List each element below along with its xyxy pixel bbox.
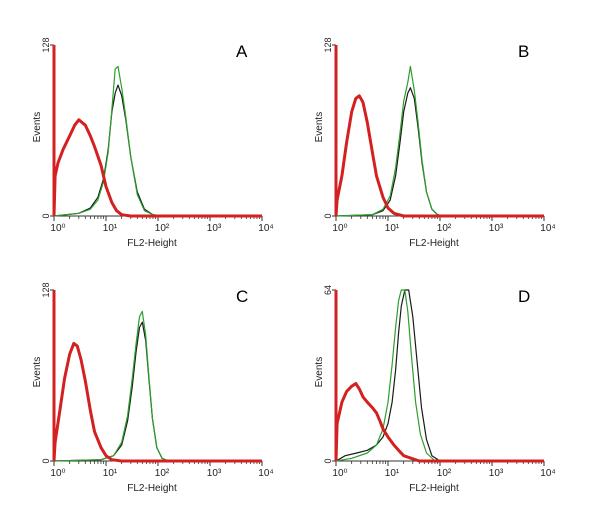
x-tick-label: 10³ (207, 468, 222, 479)
x-tick-label: 10⁰ (332, 468, 347, 479)
x-tick-label: 10¹ (385, 468, 400, 479)
x-tick-label: 10⁴ (258, 468, 273, 479)
histogram-series-1 (53, 84, 262, 217)
x-tick-label: 10⁴ (540, 468, 555, 479)
y-axis-title: Events (32, 357, 43, 388)
x-tick-label: 10² (155, 468, 170, 479)
histogram-series-1 (335, 289, 544, 462)
panel-label: A (236, 42, 248, 61)
y-tick-label: 64 (323, 285, 333, 295)
x-axis-title: FL2-Height (127, 238, 177, 249)
histogram-series-0 (52, 341, 262, 463)
histogram-series-0 (334, 94, 544, 218)
x-tick-label: 10⁴ (540, 223, 555, 234)
y-tick-label: 0 (323, 213, 333, 218)
y-tick-label: 0 (41, 213, 51, 218)
x-tick-label: 10³ (207, 223, 222, 234)
histogram-panel-c: 10⁰ 10¹ 10² 10³ 10⁴ 0 128 FL2-Height Events C (32, 282, 274, 494)
y-tick-label: 0 (41, 458, 51, 463)
x-axis-title: FL2-Height (409, 483, 459, 494)
histogram-panel-a: 10⁰ 10¹ 10² 10³ 10⁴ 0 128 FL2-Height Events A (32, 37, 274, 249)
y-tick-label: 128 (41, 282, 51, 297)
histogram-series-2 (335, 289, 544, 462)
y-tick-label: 0 (323, 458, 333, 463)
panel-label: B (518, 42, 529, 61)
histogram-series-0 (52, 118, 262, 218)
x-tick-label: 10¹ (385, 223, 400, 234)
x-tick-label: 10² (437, 468, 452, 479)
histogram-series-0 (334, 382, 544, 463)
x-tick-label: 10³ (489, 223, 504, 234)
x-tick-label: 10² (155, 223, 170, 234)
y-axis-title: Events (314, 112, 325, 143)
histogram-series-2 (335, 65, 544, 217)
histogram-panel-d: 10⁰ 10¹ 10² 10³ 10⁴ 0 64 FL2-Height Events D (314, 285, 556, 494)
panel-label: D (518, 287, 530, 306)
histogram-series-2 (53, 65, 262, 217)
y-axis-title: Events (314, 357, 325, 388)
panel-label: C (236, 287, 248, 306)
histogram-series-2 (53, 310, 262, 462)
y-axis-title: Events (32, 112, 43, 143)
x-tick-label: 10⁰ (332, 223, 347, 234)
x-tick-label: 10³ (489, 468, 504, 479)
x-tick-label: 10⁰ (50, 223, 65, 234)
x-tick-label: 10¹ (103, 223, 118, 234)
y-tick-label: 128 (323, 37, 333, 52)
y-tick-label: 128 (41, 37, 51, 52)
x-tick-label: 10⁰ (50, 468, 65, 479)
histogram-panel-b: 10⁰ 10¹ 10² 10³ 10⁴ 0 128 FL2-Height Events B (314, 37, 556, 249)
x-axis-title: FL2-Height (127, 483, 177, 494)
x-tick-label: 10¹ (103, 468, 118, 479)
x-tick-label: 10² (437, 223, 452, 234)
x-tick-label: 10⁴ (258, 223, 273, 234)
x-axis-title: FL2-Height (409, 238, 459, 249)
